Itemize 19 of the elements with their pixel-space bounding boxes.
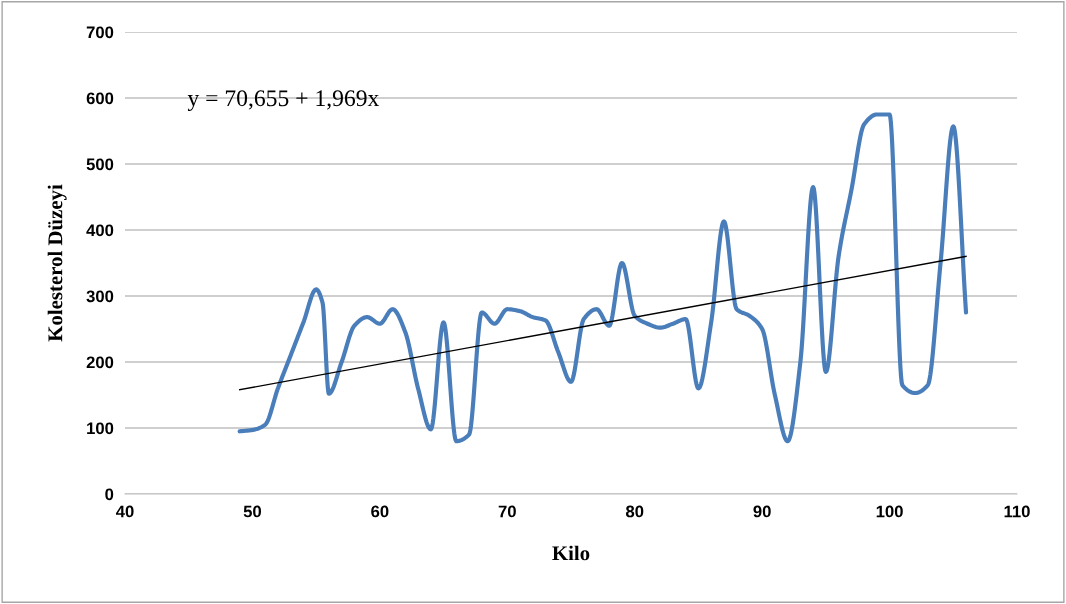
- y-axis-title: Kolesterol Düzeyi: [47, 184, 67, 342]
- y-tick-label: 300: [86, 290, 114, 303]
- x-tick-label: 90: [753, 505, 771, 518]
- x-tick-label: 70: [498, 505, 516, 518]
- y-tick-label: 100: [87, 422, 114, 435]
- y-tick-label: 500: [86, 158, 114, 171]
- x-tick-label: 80: [625, 505, 644, 518]
- y-tick-label: 0: [105, 488, 114, 501]
- annotation: y = 70,655 + 1,969x: [187, 90, 380, 112]
- x-axis-title: Kilo: [552, 545, 590, 561]
- y-tick-label: 600: [86, 92, 114, 105]
- x-tick-label: 110: [1004, 505, 1030, 518]
- y-tick-label: 200: [86, 356, 114, 369]
- x-tick-label: 50: [243, 505, 262, 518]
- x-tick-label: 40: [115, 505, 134, 518]
- y-tick-label: 700: [86, 26, 114, 39]
- y-tick-label: 400: [86, 224, 114, 237]
- x-tick-label: 60: [371, 505, 389, 518]
- x-tick-label: 100: [876, 505, 903, 518]
